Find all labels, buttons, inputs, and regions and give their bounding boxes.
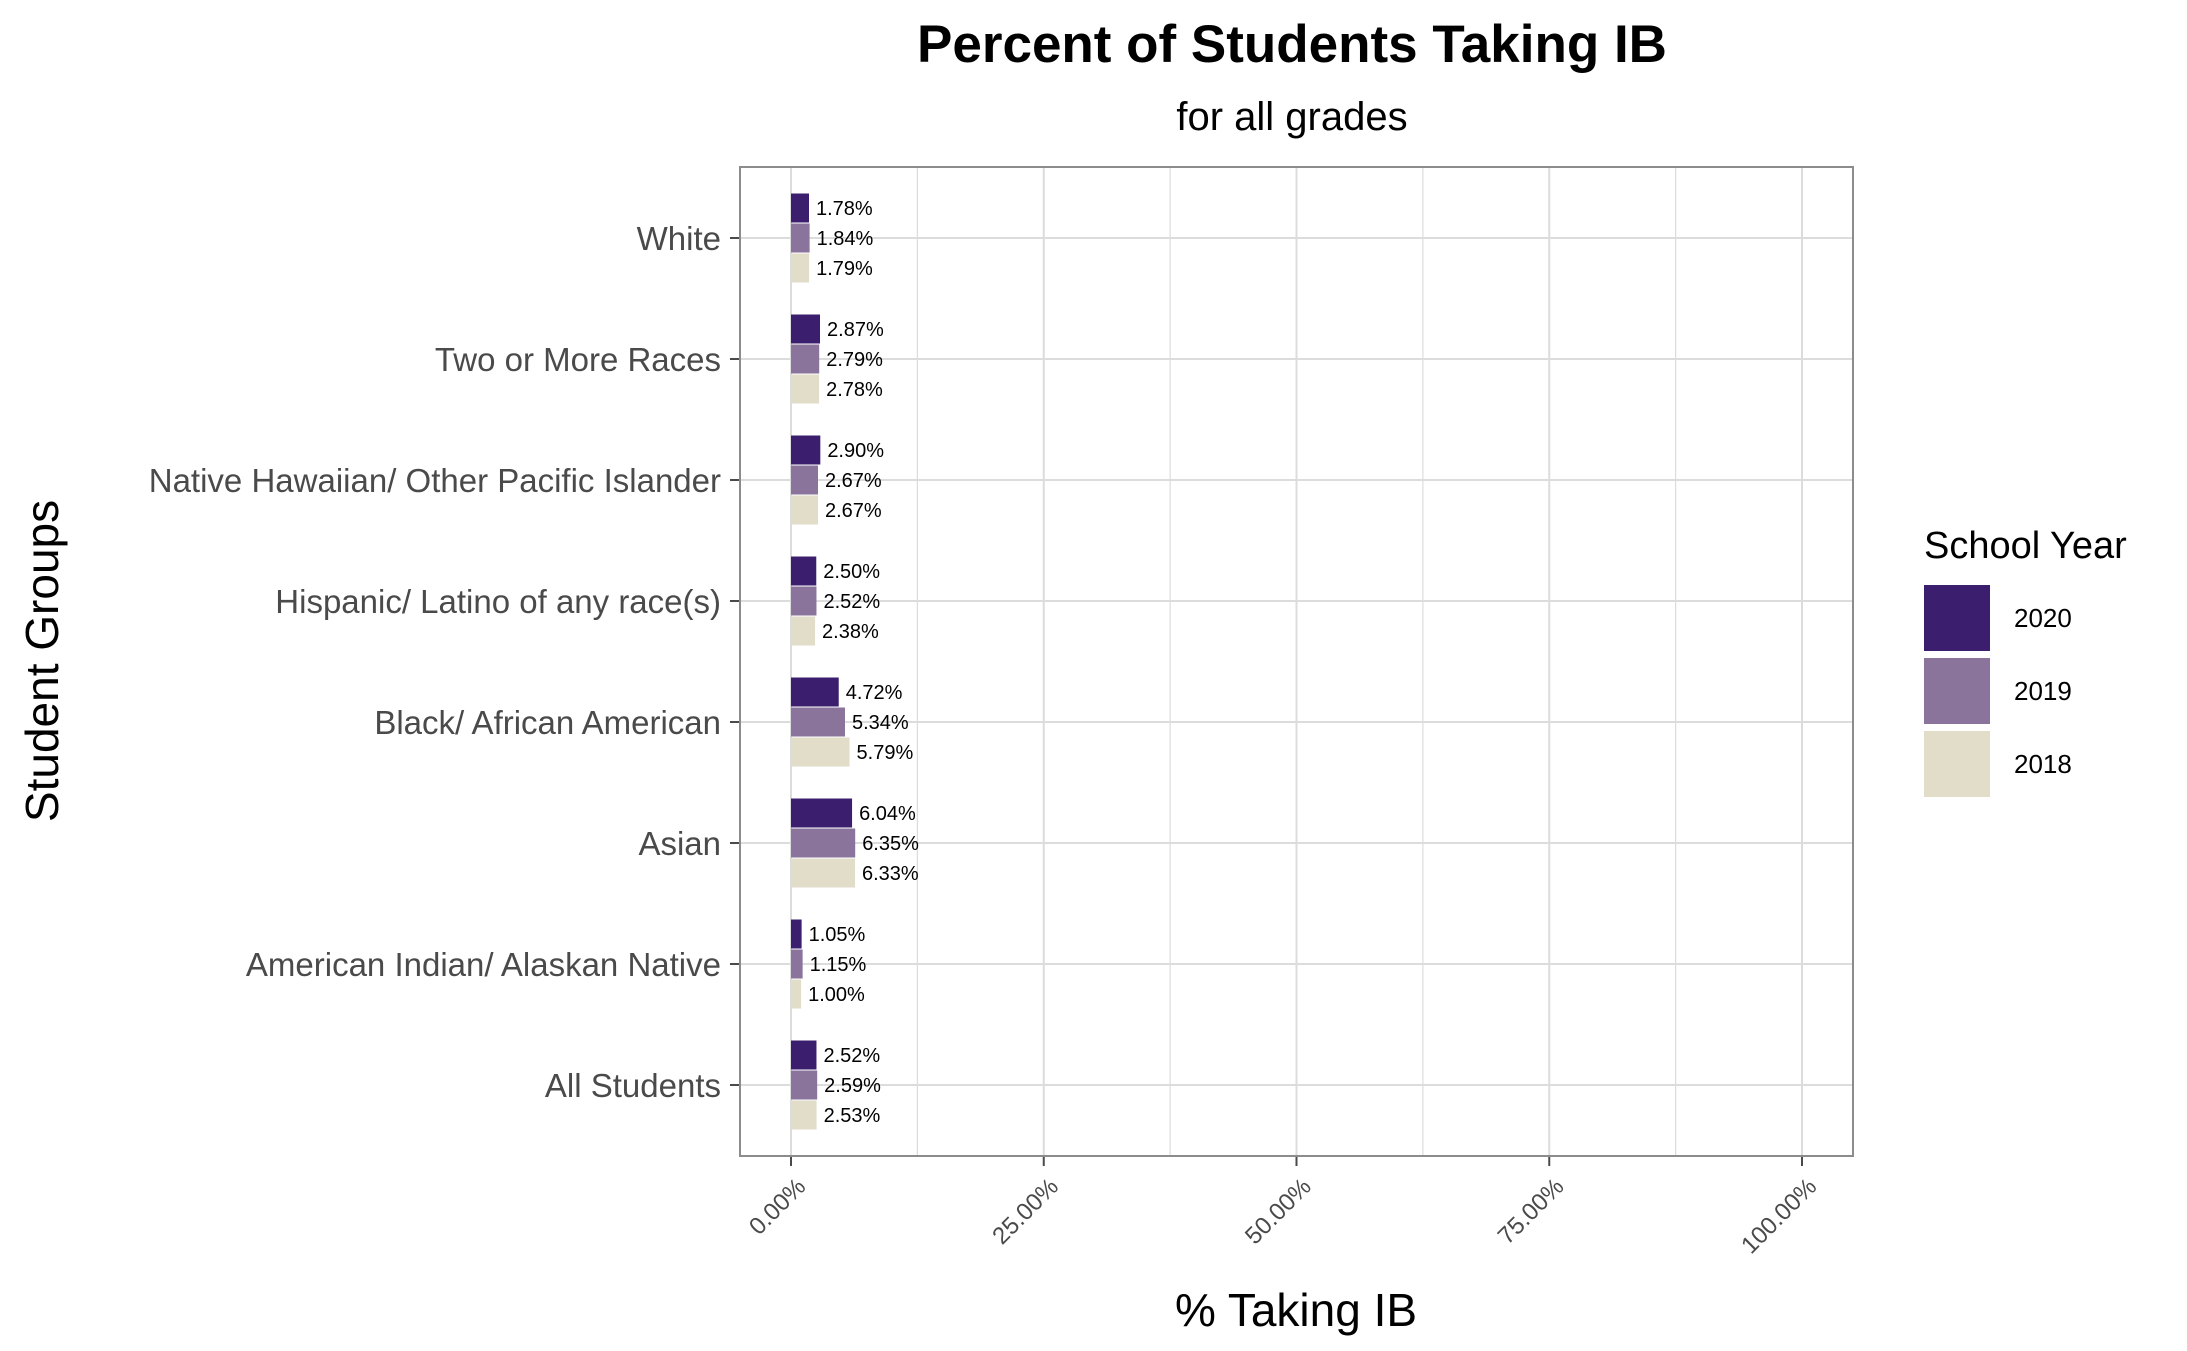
- chart-title: Percent of Students Taking IB: [917, 15, 1667, 74]
- data-label: 5.34%: [852, 712, 909, 734]
- bar: [791, 193, 809, 223]
- y-axis: White Two or More Races Native Hawaiian/ O…: [149, 220, 740, 1104]
- y-tick-label: Hispanic/ Latino of any race(s): [275, 583, 721, 620]
- data-label: 2.78%: [826, 379, 883, 401]
- data-label: 2.52%: [823, 1045, 880, 1067]
- bar: [791, 737, 850, 767]
- bar: [791, 919, 802, 949]
- bar: [791, 253, 810, 283]
- bar: [791, 556, 817, 586]
- y-tick-label: All Students: [545, 1067, 721, 1104]
- data-label: 6.04%: [859, 803, 916, 825]
- legend-key: [1924, 585, 1990, 651]
- data-label: 2.38%: [822, 621, 879, 643]
- grid-layer: [740, 167, 1853, 1156]
- legend-title: School Year: [1924, 525, 2127, 567]
- bar: [791, 344, 820, 374]
- bar: [791, 435, 821, 465]
- data-label: 2.90%: [827, 440, 884, 462]
- data-label: 1.79%: [816, 258, 873, 280]
- bar: [791, 314, 821, 344]
- legend-key: [1924, 731, 1990, 797]
- data-label: 5.79%: [857, 742, 914, 764]
- bar: [791, 374, 820, 404]
- bar: [791, 495, 818, 525]
- bars-layer: [791, 193, 856, 1130]
- bar: [791, 858, 855, 888]
- data-label: 2.67%: [825, 500, 882, 522]
- bar: [791, 677, 839, 707]
- data-label: 1.05%: [809, 924, 866, 946]
- bar: [791, 707, 845, 737]
- bar: [791, 979, 802, 1009]
- data-labels-layer: 1.78% 2.87% 2.90% 2.50% 4.72% 6.04% 1.05% 2.52%…: [808, 198, 919, 1127]
- bar: [791, 1100, 817, 1130]
- data-label: 2.67%: [825, 470, 882, 492]
- data-label: 1.15%: [810, 954, 867, 976]
- data-label: 4.72%: [846, 682, 903, 704]
- data-label: 6.33%: [862, 863, 919, 885]
- plot-panel-border: [739, 166, 1854, 1157]
- data-label: 1.00%: [808, 984, 865, 1006]
- bar: [791, 223, 810, 253]
- legend: School Year 2020 2019 2018: [1924, 525, 2127, 797]
- data-label: 2.87%: [827, 319, 884, 341]
- y-tick-label: Two or More Races: [435, 341, 721, 378]
- y-tick-label: Black/ African American: [374, 704, 721, 741]
- data-label: 2.59%: [824, 1075, 881, 1097]
- data-label: 2.79%: [826, 349, 883, 371]
- data-label: 1.78%: [816, 198, 873, 220]
- y-axis-title: Student Groups: [16, 500, 68, 822]
- legend-label: 2018: [2014, 749, 2072, 779]
- bar: [791, 465, 818, 495]
- legend-label: 2019: [2014, 676, 2072, 706]
- bar: [791, 949, 803, 979]
- bar: [791, 828, 856, 858]
- legend-key: [1924, 658, 1990, 724]
- x-axis-title: % Taking IB: [1175, 1284, 1417, 1336]
- data-label: 2.52%: [823, 591, 880, 613]
- bar: [791, 1070, 818, 1100]
- bar: [791, 616, 816, 646]
- chart-subtitle: for all grades: [1176, 95, 1407, 139]
- data-label: 6.35%: [862, 833, 919, 855]
- bar: [791, 1040, 817, 1070]
- bar: [791, 798, 853, 828]
- y-tick-label: American Indian/ Alaskan Native: [246, 946, 721, 983]
- y-tick-label: Native Hawaiian/ Other Pacific Islander: [149, 462, 721, 499]
- legend-label: 2020: [2014, 603, 2072, 633]
- y-tick-label: White: [637, 220, 721, 257]
- data-label: 2.50%: [823, 561, 880, 583]
- y-tick-label: Asian: [638, 825, 721, 862]
- data-label: 1.84%: [817, 228, 874, 250]
- data-label: 2.53%: [824, 1105, 881, 1127]
- bar: [791, 586, 817, 616]
